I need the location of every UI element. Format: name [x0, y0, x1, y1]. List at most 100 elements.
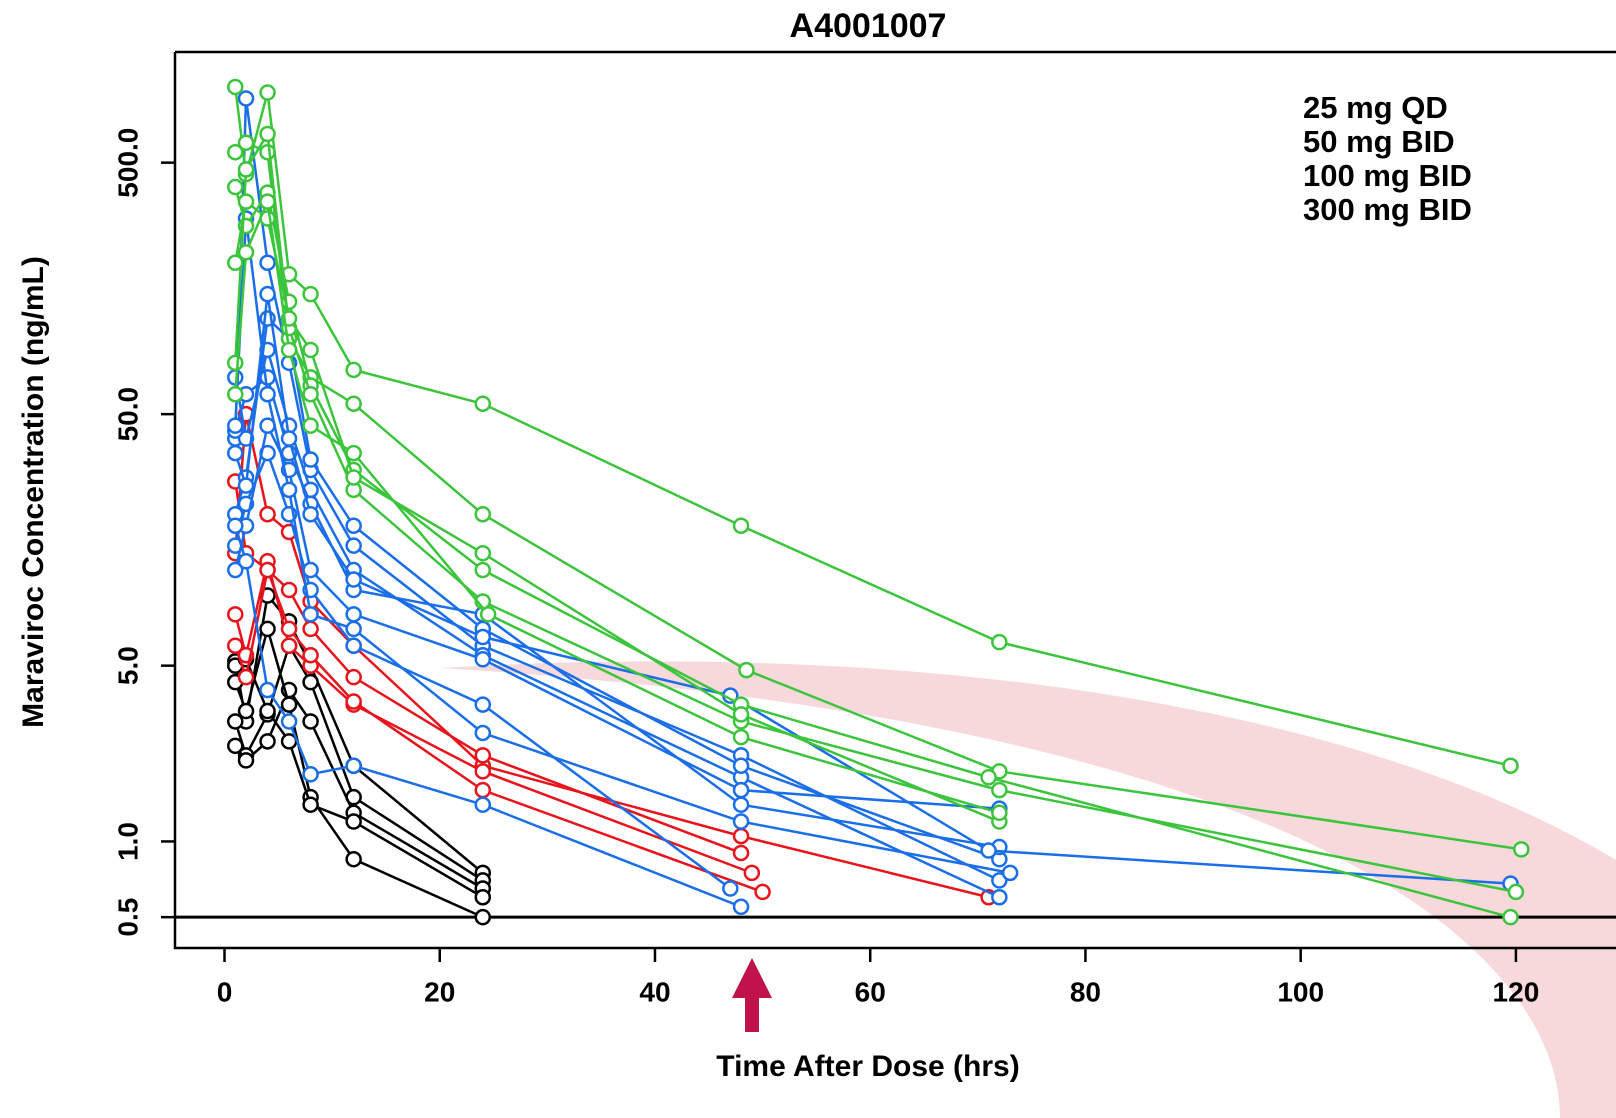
data-point [237, 702, 255, 720]
data-point [227, 637, 244, 654]
data-point [474, 908, 492, 926]
y-tick-label: 1.0 [112, 822, 143, 861]
legend-entry: 50 mg BID [1303, 124, 1455, 159]
data-point [991, 633, 1008, 651]
data-point [280, 620, 298, 638]
data-point [991, 781, 1008, 799]
data-point [227, 385, 244, 403]
data-point [732, 827, 750, 845]
data-point [227, 417, 244, 434]
chart-title: A4001007 [790, 7, 947, 45]
data-point [237, 244, 255, 261]
data-point [259, 369, 276, 386]
data-point [474, 561, 492, 579]
data-point [302, 620, 319, 638]
data-point [732, 781, 750, 799]
data-point [227, 444, 244, 462]
data-point [280, 341, 298, 359]
data-point [474, 696, 492, 713]
data-point [474, 505, 492, 523]
data-point [345, 517, 362, 534]
legend-entry: 25 mg QD [1303, 90, 1448, 125]
data-point [345, 637, 362, 654]
data-point [732, 898, 750, 915]
legend-entry: 300 mg BID [1303, 192, 1472, 227]
data-point [345, 395, 362, 412]
data-point [237, 430, 255, 447]
subject-line [234, 560, 753, 875]
x-tick-label: 80 [1070, 976, 1101, 1007]
data-point [302, 561, 319, 579]
data-point [738, 661, 755, 679]
data-point [227, 78, 244, 96]
data-point [237, 553, 255, 570]
subject-line [234, 525, 742, 908]
data-point [237, 90, 255, 107]
data-point [345, 813, 362, 830]
data-point [302, 646, 319, 664]
data-point [227, 254, 244, 271]
y-tick-label: 500.0 [112, 128, 143, 198]
data-point [227, 143, 244, 161]
data-point [259, 561, 276, 579]
data-point [302, 341, 319, 359]
data-point [345, 361, 362, 379]
data-point [474, 395, 492, 412]
data-point [732, 844, 750, 862]
data-point [1513, 841, 1530, 858]
data-point [474, 796, 492, 813]
data-point [302, 505, 319, 523]
data-point [474, 781, 492, 799]
data-point [237, 668, 255, 686]
data-point [345, 606, 362, 623]
data-point [479, 606, 497, 623]
data-point [259, 681, 276, 699]
data-point [1507, 883, 1525, 901]
data-point [237, 477, 255, 494]
data-point [474, 544, 492, 562]
data-point [474, 628, 492, 646]
data-point [259, 505, 276, 523]
data-point [302, 713, 319, 730]
x-tick-label: 120 [1493, 976, 1540, 1007]
data-point [345, 693, 362, 710]
subject-line [234, 130, 1517, 894]
data-point [227, 713, 244, 730]
data-point [280, 637, 298, 654]
decorative-arc [440, 661, 1616, 1118]
data-point [722, 880, 739, 897]
data-point [743, 864, 761, 882]
data-point [259, 620, 276, 638]
data-point [227, 178, 244, 196]
data-point [732, 813, 750, 830]
data-point [345, 571, 362, 588]
x-tick-label: 60 [855, 976, 886, 1007]
data-point [474, 724, 492, 742]
data-point [732, 796, 750, 813]
data-point [280, 581, 298, 599]
data-point [302, 417, 319, 434]
x-tick-label: 40 [639, 976, 670, 1007]
x-axis-label: Time After Dose (hrs) [716, 1050, 1019, 1083]
data-point [280, 430, 298, 447]
data-point [345, 444, 362, 462]
data-point [280, 713, 298, 730]
subject-line [234, 197, 1000, 814]
data-point [732, 517, 750, 534]
data-point [227, 606, 244, 623]
subject-line [234, 141, 1522, 851]
data-point [474, 888, 492, 906]
data-point [227, 737, 244, 755]
arrow [732, 958, 772, 1032]
y-tick-label: 5.0 [112, 646, 143, 685]
data-point [1502, 757, 1519, 774]
data-point [237, 752, 255, 769]
data-point [302, 673, 319, 691]
data-point [474, 651, 492, 668]
data-point [754, 883, 771, 901]
data-point [302, 385, 319, 403]
data-point [259, 285, 276, 303]
subject-line [234, 86, 1511, 767]
data-point [259, 143, 276, 161]
